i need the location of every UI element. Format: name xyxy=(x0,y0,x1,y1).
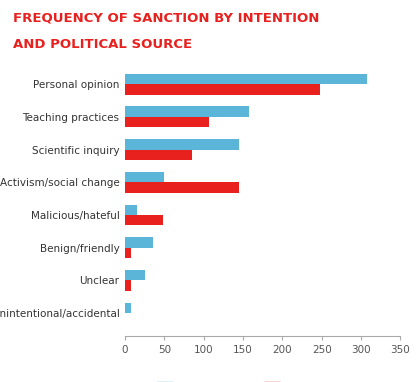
Bar xyxy=(125,182,239,193)
Bar xyxy=(125,74,367,84)
Bar xyxy=(125,172,164,182)
Bar xyxy=(125,237,153,248)
Bar xyxy=(125,215,163,225)
Bar xyxy=(125,204,137,215)
Bar xyxy=(125,280,131,291)
Legend: From the left, From the right: From the left, From the right xyxy=(153,377,372,382)
Bar xyxy=(125,117,209,127)
Bar xyxy=(125,303,131,313)
Bar xyxy=(125,149,192,160)
Bar xyxy=(125,248,131,258)
Text: FREQUENCY OF SANCTION BY INTENTION: FREQUENCY OF SANCTION BY INTENTION xyxy=(13,11,319,24)
Bar xyxy=(125,270,145,280)
Text: AND POLITICAL SOURCE: AND POLITICAL SOURCE xyxy=(13,38,192,51)
Bar xyxy=(125,139,239,149)
Bar xyxy=(125,84,320,95)
Bar xyxy=(125,106,249,117)
